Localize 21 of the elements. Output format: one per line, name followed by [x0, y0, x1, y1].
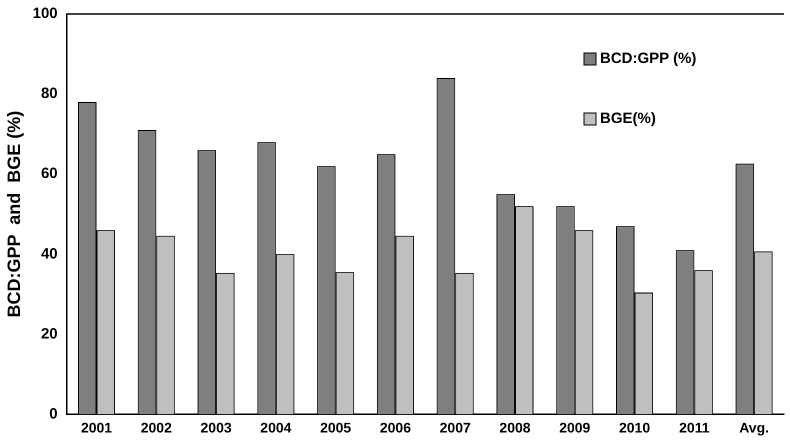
x-tick-label: 2005 — [320, 419, 352, 436]
y-tick-label: 100 — [32, 5, 58, 22]
y-axis-title: BCD:GPP and BGE (%) — [4, 110, 24, 318]
x-tick-label: 2010 — [618, 419, 650, 436]
y-tick-label: 80 — [40, 85, 58, 102]
x-tick-label: 2001 — [80, 419, 112, 436]
x-tick-label: 2008 — [499, 419, 531, 436]
x-tick-label: 2002 — [140, 419, 172, 436]
y-tick-label: 60 — [40, 165, 58, 182]
x-tick-label: 2004 — [260, 419, 292, 436]
y-tick-label: 0 — [49, 405, 58, 422]
x-tick-label: 2011 — [679, 419, 710, 436]
y-tick-label: 40 — [40, 245, 58, 262]
legend-label: BCD:GPP (%) — [600, 50, 696, 68]
x-tick-label: Avg. — [739, 419, 770, 436]
x-tick-label: 2007 — [440, 419, 471, 436]
x-tick-label: 2009 — [559, 419, 591, 436]
legend-label: BGE(%) — [600, 110, 656, 128]
x-tick-label: 2006 — [380, 419, 412, 436]
x-tick-label: 2003 — [200, 419, 232, 436]
y-tick-label: 20 — [40, 325, 58, 342]
